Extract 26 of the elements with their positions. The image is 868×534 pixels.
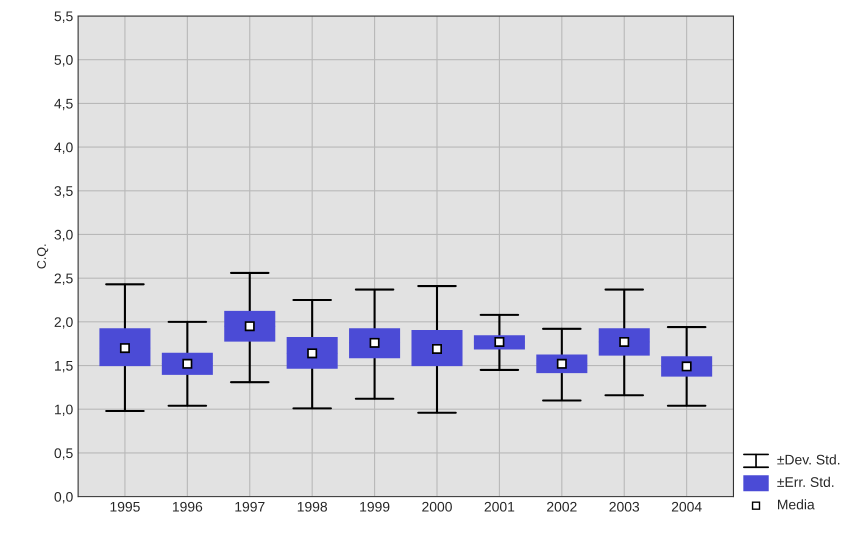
x-tick-label: 2001 (484, 502, 514, 512)
x-tick-label: 2000 (422, 502, 452, 512)
text: ±Err. Std. (777, 476, 834, 487)
y-tick-label: 3,0 (54, 230, 73, 242)
y-tick-label: 3,5 (54, 186, 73, 198)
x-tick-label: 2003 (609, 502, 640, 512)
y-tick-label: 1,0 (55, 404, 73, 416)
y-tick-label: 1,5 (55, 361, 73, 372)
x-tick-label: 2002 (547, 502, 577, 512)
text: ±Dev. Std. (777, 454, 840, 465)
y-tick-label: 0,5 (54, 448, 73, 460)
y-tick-label: 4,0 (54, 142, 73, 154)
x-tick-label: 1996 (172, 502, 202, 512)
x-tick-label: 2004 (672, 502, 702, 512)
y-tick-label: 4,5 (54, 98, 73, 110)
x-tick-label: 1995 (110, 502, 140, 512)
y-tick-label: 0,0 (54, 492, 73, 504)
y-axis-title: C.Q. (37, 244, 48, 269)
text: Media (778, 499, 815, 510)
y-tick-label: 2,0 (54, 317, 73, 329)
x-tick-label: 1998 (298, 502, 328, 512)
x-tick-label: 1999 (360, 502, 390, 512)
y-tick-label: 5,5 (54, 11, 73, 23)
y-tick-label: 5,0 (54, 55, 73, 67)
y-tick-label: 2,5 (54, 274, 73, 285)
x-tick-label: 1997 (235, 502, 265, 512)
